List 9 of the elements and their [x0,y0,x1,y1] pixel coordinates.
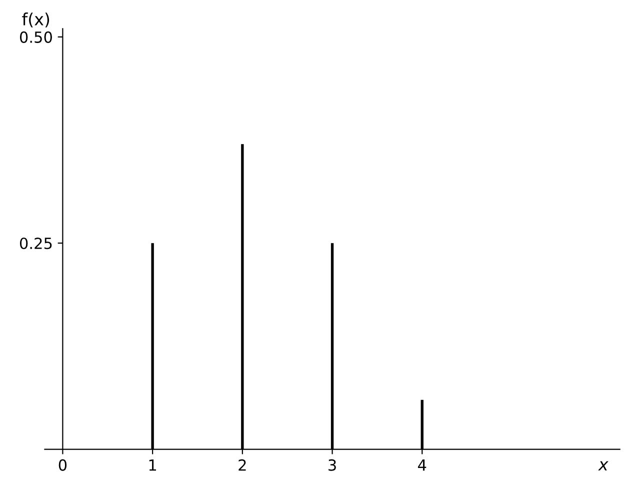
x-axis-title: x [598,461,608,470]
y-tick-label: 0.50 [20,31,52,43]
x-tick-label: 4 [418,460,426,471]
y-axis-title: f(x) [22,12,50,28]
x-tick-label: 2 [238,459,246,471]
x-tick-label: 0 [58,459,67,471]
x-tick-label: 3 [328,459,336,471]
y-tick-label: 0.25 [20,238,52,250]
x-tick-label: 1 [149,460,156,471]
